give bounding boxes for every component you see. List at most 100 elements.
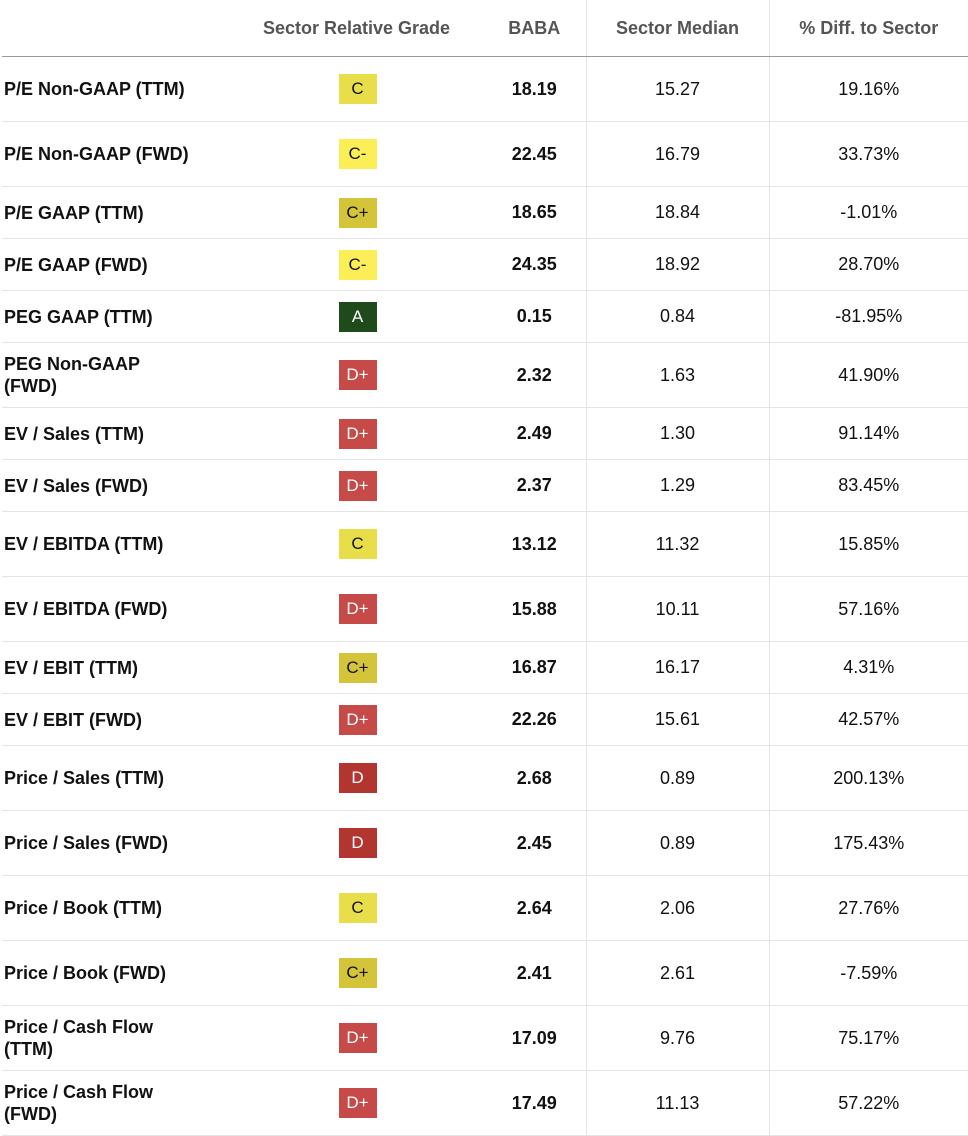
grade-badge: C <box>338 74 377 104</box>
table-body: P/E Non-GAAP (TTM) C 18.19 15.27 19.16% P/E N… <box>2 56 968 1136</box>
table-row: Price / Book (FWD) C+ 2.41 2.61 -7.59% <box>2 940 968 1006</box>
table-row: P/E Non-GAAP (FWD) C- 22.45 16.79 33.73% <box>2 121 968 187</box>
ticker-value: 22.45 <box>483 121 587 187</box>
ticker-value: 2.64 <box>483 875 587 941</box>
sector-median-value: 2.61 <box>586 940 770 1006</box>
sector-median-value: 18.84 <box>586 186 770 239</box>
grade-badge: C- <box>338 139 377 169</box>
grade-badge: D <box>338 828 377 858</box>
metric-name: Price / Cash Flow (TTM) <box>2 1005 230 1071</box>
metric-name: P/E Non-GAAP (FWD) <box>2 121 230 187</box>
table-row: EV / EBIT (FWD) D+ 22.26 15.61 42.57% <box>2 693 968 746</box>
table-row: Price / Book (TTM) C 2.64 2.06 27.76% <box>2 875 968 941</box>
ticker-value: 18.65 <box>483 186 587 239</box>
sector-median-value: 1.30 <box>586 407 770 460</box>
table-row: Price / Sales (FWD) D 2.45 0.89 175.43% <box>2 810 968 876</box>
sector-median-value: 1.63 <box>586 342 770 408</box>
diff-to-sector-value: 27.76% <box>769 875 968 941</box>
metric-name: Price / Cash Flow (FWD) <box>2 1070 230 1136</box>
ticker-value: 13.12 <box>483 511 587 577</box>
metric-name: Price / Sales (FWD) <box>2 810 230 876</box>
grade-badge: D+ <box>338 1023 377 1053</box>
metric-name: Price / Sales (TTM) <box>2 745 230 811</box>
header-ticker[interactable]: BABA <box>483 0 587 57</box>
grade-cell: C <box>230 875 483 941</box>
table-header: Sector Relative Grade BABA Sector Median… <box>2 0 968 57</box>
metric-name: EV / Sales (TTM) <box>2 407 230 460</box>
diff-to-sector-value: -81.95% <box>769 290 968 343</box>
grade-badge: D+ <box>338 594 377 624</box>
grade-cell: C- <box>230 121 483 187</box>
grade-badge: C+ <box>338 958 377 988</box>
grade-cell: D+ <box>230 342 483 408</box>
metric-name: PEG GAAP (TTM) <box>2 290 230 343</box>
ticker-value: 15.88 <box>483 576 587 642</box>
grade-badge: C+ <box>338 197 377 228</box>
sector-median-value: 0.89 <box>586 810 770 876</box>
metric-name: EV / EBITDA (TTM) <box>2 511 230 577</box>
table-row: EV / EBITDA (TTM) C 13.12 11.32 15.85% <box>2 511 968 577</box>
header-row: Sector Relative Grade BABA Sector Median… <box>2 0 968 57</box>
metric-name: EV / EBIT (FWD) <box>2 693 230 746</box>
metric-name: EV / EBIT (TTM) <box>2 641 230 694</box>
header-diff-to-sector[interactable]: % Diff. to Sector <box>769 0 968 57</box>
table-row: P/E GAAP (FWD) C- 24.35 18.92 28.70% <box>2 238 968 291</box>
diff-to-sector-value: 28.70% <box>769 238 968 291</box>
grade-cell: D+ <box>230 693 483 746</box>
grade-badge: D <box>338 763 377 793</box>
grade-badge: A <box>338 301 377 332</box>
sector-median-value: 9.76 <box>586 1005 770 1071</box>
table-row: P/E Non-GAAP (TTM) C 18.19 15.27 19.16% <box>2 56 968 122</box>
grade-cell: D <box>230 745 483 811</box>
grade-badge: C+ <box>338 652 377 683</box>
ticker-value: 2.32 <box>483 342 587 408</box>
metric-name: Price / Book (TTM) <box>2 875 230 941</box>
diff-to-sector-value: 15.85% <box>769 511 968 577</box>
grade-cell: D <box>230 810 483 876</box>
sector-median-value: 18.92 <box>586 238 770 291</box>
table-row: Price / Sales (TTM) D 2.68 0.89 200.13% <box>2 745 968 811</box>
metric-name: EV / EBITDA (FWD) <box>2 576 230 642</box>
metric-name: Price / Book (FWD) <box>2 940 230 1006</box>
sector-median-value: 15.27 <box>586 56 770 122</box>
grade-cell: D+ <box>230 1005 483 1071</box>
grade-cell: C <box>230 511 483 577</box>
sector-median-value: 1.29 <box>586 459 770 512</box>
grade-cell: C- <box>230 238 483 291</box>
table-row: EV / EBITDA (FWD) D+ 15.88 10.11 57.16% <box>2 576 968 642</box>
grade-badge: D+ <box>338 418 377 449</box>
ticker-value: 17.49 <box>483 1070 587 1136</box>
grade-cell: A <box>230 290 483 343</box>
metric-name: EV / Sales (FWD) <box>2 459 230 512</box>
grade-badge: C- <box>338 249 377 280</box>
table-row: EV / Sales (FWD) D+ 2.37 1.29 83.45% <box>2 459 968 512</box>
header-metric <box>2 0 230 57</box>
header-sector-relative-grade[interactable]: Sector Relative Grade <box>230 0 483 57</box>
sector-median-value: 10.11 <box>586 576 770 642</box>
diff-to-sector-value: 175.43% <box>769 810 968 876</box>
metric-name: P/E Non-GAAP (TTM) <box>2 56 230 122</box>
ticker-value: 22.26 <box>483 693 587 746</box>
diff-to-sector-value: -1.01% <box>769 186 968 239</box>
ticker-value: 16.87 <box>483 641 587 694</box>
table-row: PEG Non-GAAP (FWD) D+ 2.32 1.63 41.90% <box>2 342 968 408</box>
grade-badge: C <box>338 893 377 923</box>
header-sector-median[interactable]: Sector Median <box>586 0 770 57</box>
sector-median-value: 0.84 <box>586 290 770 343</box>
sector-median-value: 11.13 <box>586 1070 770 1136</box>
ticker-value: 2.49 <box>483 407 587 460</box>
ticker-value: 17.09 <box>483 1005 587 1071</box>
diff-to-sector-value: 57.22% <box>769 1070 968 1136</box>
grade-badge: D+ <box>338 360 377 390</box>
diff-to-sector-value: 91.14% <box>769 407 968 460</box>
table-row: EV / Sales (TTM) D+ 2.49 1.30 91.14% <box>2 407 968 460</box>
metric-name: P/E GAAP (FWD) <box>2 238 230 291</box>
table-row: P/E GAAP (TTM) C+ 18.65 18.84 -1.01% <box>2 186 968 239</box>
ticker-value: 2.37 <box>483 459 587 512</box>
diff-to-sector-value: 4.31% <box>769 641 968 694</box>
metric-name: PEG Non-GAAP (FWD) <box>2 342 230 408</box>
grade-cell: C <box>230 56 483 122</box>
sector-median-value: 0.89 <box>586 745 770 811</box>
grade-cell: D+ <box>230 576 483 642</box>
